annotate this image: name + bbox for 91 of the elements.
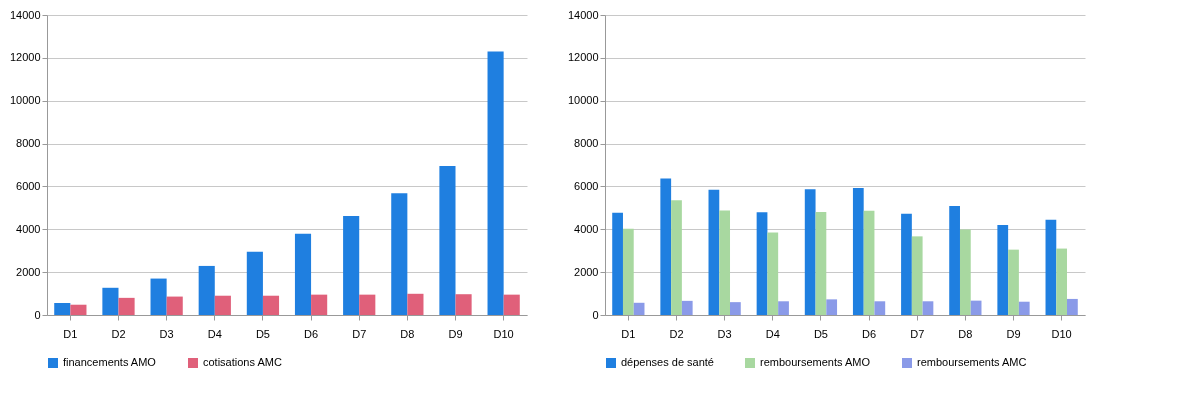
bar [503,294,520,315]
bar [815,211,827,315]
bar [708,189,720,315]
bar [118,297,135,315]
x-tick-label: D4 [765,327,780,340]
bar [633,302,645,315]
bar [622,228,634,315]
bar [997,225,1009,315]
x-tick-label: D2 [111,327,126,340]
y-tick-label: 8000 [16,137,41,150]
x-tick-label: D8 [400,327,415,340]
bar [863,210,875,315]
bar [612,212,623,315]
x-tick-label: D6 [304,327,319,340]
x-tick-label: D5 [255,327,270,340]
bar [262,295,280,315]
y-tick-label: 14000 [9,8,41,21]
x-tick-label: D8 [958,327,973,340]
bar [949,205,960,315]
bar [343,216,360,315]
y-tick-label: 12000 [9,51,41,64]
legend-label: remboursements AMO [760,356,871,368]
legend-label: cotisations AMC [203,356,282,368]
x-tick-label: D10 [493,327,514,340]
bar [487,51,504,315]
x-tick-label: D1 [621,327,636,340]
bar [166,296,183,315]
bar [1008,249,1019,315]
bar [198,265,215,315]
bar [719,210,731,315]
x-tick-label: D3 [717,327,732,340]
bar [70,304,87,315]
y-tick-label: 2000 [574,265,599,278]
legend-label: remboursements AMC [917,356,1027,368]
x-tick-label: D7 [910,327,925,340]
x-tick-label: D9 [1006,327,1021,340]
bar [922,301,934,315]
y-tick-label: 6000 [16,179,41,192]
y-tick-label: 8000 [574,137,599,150]
bar [660,178,672,315]
bar [1045,219,1057,315]
y-tick-label: 12000 [567,51,599,64]
bar [311,294,328,315]
bar [901,213,912,315]
bar [54,303,71,315]
x-tick-label: D3 [159,327,174,340]
bar [778,301,789,315]
bar [959,229,971,315]
bar [1018,301,1030,315]
bar [681,300,693,315]
bar [391,193,408,315]
x-tick-label: D7 [352,327,367,340]
bar [671,200,682,315]
y-tick-label: 14000 [567,8,599,21]
x-tick-label: D5 [813,327,828,340]
bar [804,189,816,315]
x-tick-label: D4 [207,327,222,340]
bar [407,293,424,315]
bar [852,187,864,315]
bar [767,232,779,315]
x-tick-label: D1 [63,327,78,340]
bar [1056,248,1068,315]
bar [874,301,886,315]
bar [826,299,838,315]
y-tick-label: 2000 [16,265,41,278]
legend-label: financements AMO [63,356,157,368]
x-tick-label: D6 [862,327,877,340]
x-tick-label: D9 [448,327,463,340]
bar [1067,298,1078,315]
x-tick-label: D10 [1051,327,1072,340]
bar [214,295,231,315]
x-tick-label: D2 [669,327,684,340]
bar [970,300,982,315]
bar [756,212,768,315]
bar [439,166,456,315]
y-tick-label: 10000 [567,94,599,107]
bar [359,294,376,315]
y-tick-label: 6000 [574,179,599,192]
bar [730,302,741,315]
y-tick-label: 0 [34,308,41,321]
legend-label: dépenses de santé [621,356,714,368]
y-tick-label: 4000 [574,222,599,235]
bar [102,287,119,315]
bar [150,278,167,315]
y-tick-label: 0 [592,308,599,321]
y-tick-label: 10000 [9,94,41,107]
bar [455,294,472,315]
bar [911,236,923,315]
y-tick-label: 4000 [16,222,41,235]
bar [294,233,312,315]
bar [246,251,263,315]
